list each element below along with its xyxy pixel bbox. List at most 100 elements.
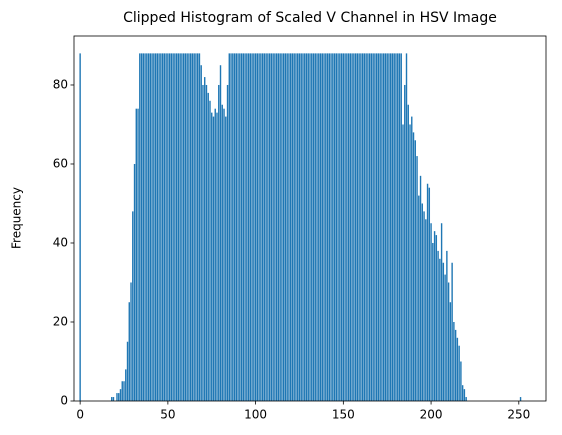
bar (286, 53, 288, 401)
bar (361, 53, 364, 401)
bar (237, 53, 239, 401)
bar (239, 53, 241, 401)
bar (246, 53, 248, 401)
bar (382, 53, 385, 401)
bar (333, 53, 336, 401)
bar (316, 53, 318, 401)
bar (456, 337, 459, 401)
bar (128, 302, 130, 401)
y-axis-label: Frequency (10, 187, 24, 249)
bar (132, 211, 134, 401)
bar (174, 53, 176, 401)
y-tick-label: 80 (53, 77, 68, 91)
bar (393, 53, 395, 401)
bar (423, 211, 425, 401)
bar (405, 53, 408, 401)
bar (202, 84, 204, 402)
bar (411, 116, 413, 402)
bar (342, 53, 345, 401)
bar (374, 53, 376, 401)
bar (430, 223, 432, 401)
bar (360, 53, 362, 401)
bar (223, 108, 225, 401)
bar (267, 53, 269, 401)
bar (291, 53, 294, 401)
bar (433, 231, 436, 401)
bar (197, 53, 199, 401)
bar (297, 53, 299, 401)
bar (126, 341, 129, 401)
bar (279, 53, 281, 401)
bar (298, 53, 301, 401)
bar (147, 53, 150, 401)
bar (198, 53, 201, 401)
bar (251, 53, 253, 401)
bar (130, 282, 132, 401)
bar (370, 53, 373, 401)
bar (242, 53, 245, 401)
bar (339, 53, 341, 401)
bar (240, 53, 243, 401)
x-tick-label: 200 (420, 408, 443, 422)
bar (519, 397, 522, 401)
bar (179, 53, 181, 401)
bar (304, 53, 306, 401)
bar (404, 84, 406, 402)
bar (156, 53, 159, 401)
bar (300, 53, 302, 401)
bar (358, 53, 360, 401)
bar (302, 53, 304, 401)
bar (314, 53, 316, 401)
bar (244, 53, 246, 401)
bar (160, 53, 162, 401)
bar (463, 389, 466, 401)
x-tick-label: 100 (244, 408, 267, 422)
bar (181, 53, 183, 401)
bar (293, 53, 295, 401)
bar (449, 302, 452, 401)
bar (182, 53, 185, 401)
chart-title: Clipped Histogram of Scaled V Channel in… (123, 10, 497, 26)
bar (200, 65, 202, 401)
bar (367, 53, 369, 401)
bar (209, 100, 211, 402)
bar (188, 53, 190, 401)
bar (230, 53, 232, 401)
bar (214, 108, 216, 401)
bar (451, 262, 453, 401)
bar (428, 187, 431, 401)
bar (254, 53, 257, 401)
bar (212, 116, 215, 402)
bar (416, 156, 418, 401)
bar (260, 53, 262, 401)
bar (125, 369, 127, 401)
y-tick-label: 0 (60, 394, 68, 408)
bar (146, 53, 148, 401)
bar (318, 53, 320, 401)
bar (421, 203, 423, 401)
bar (116, 393, 118, 401)
bar (270, 53, 273, 401)
bar (365, 53, 367, 401)
bar (175, 53, 178, 401)
bar (191, 53, 194, 401)
bar (326, 53, 329, 401)
bar (288, 53, 290, 401)
bar (119, 389, 122, 401)
bar (335, 53, 338, 401)
bar (184, 53, 187, 401)
bar (281, 53, 283, 401)
bar (142, 53, 145, 401)
bar (133, 163, 136, 401)
bar (263, 53, 266, 401)
bar (172, 53, 174, 401)
bar (391, 53, 394, 401)
bar (419, 175, 422, 401)
bar (447, 282, 450, 401)
bar (168, 53, 171, 401)
bar (221, 104, 223, 401)
bar (253, 53, 255, 401)
bar (233, 53, 236, 401)
bar (349, 53, 352, 401)
